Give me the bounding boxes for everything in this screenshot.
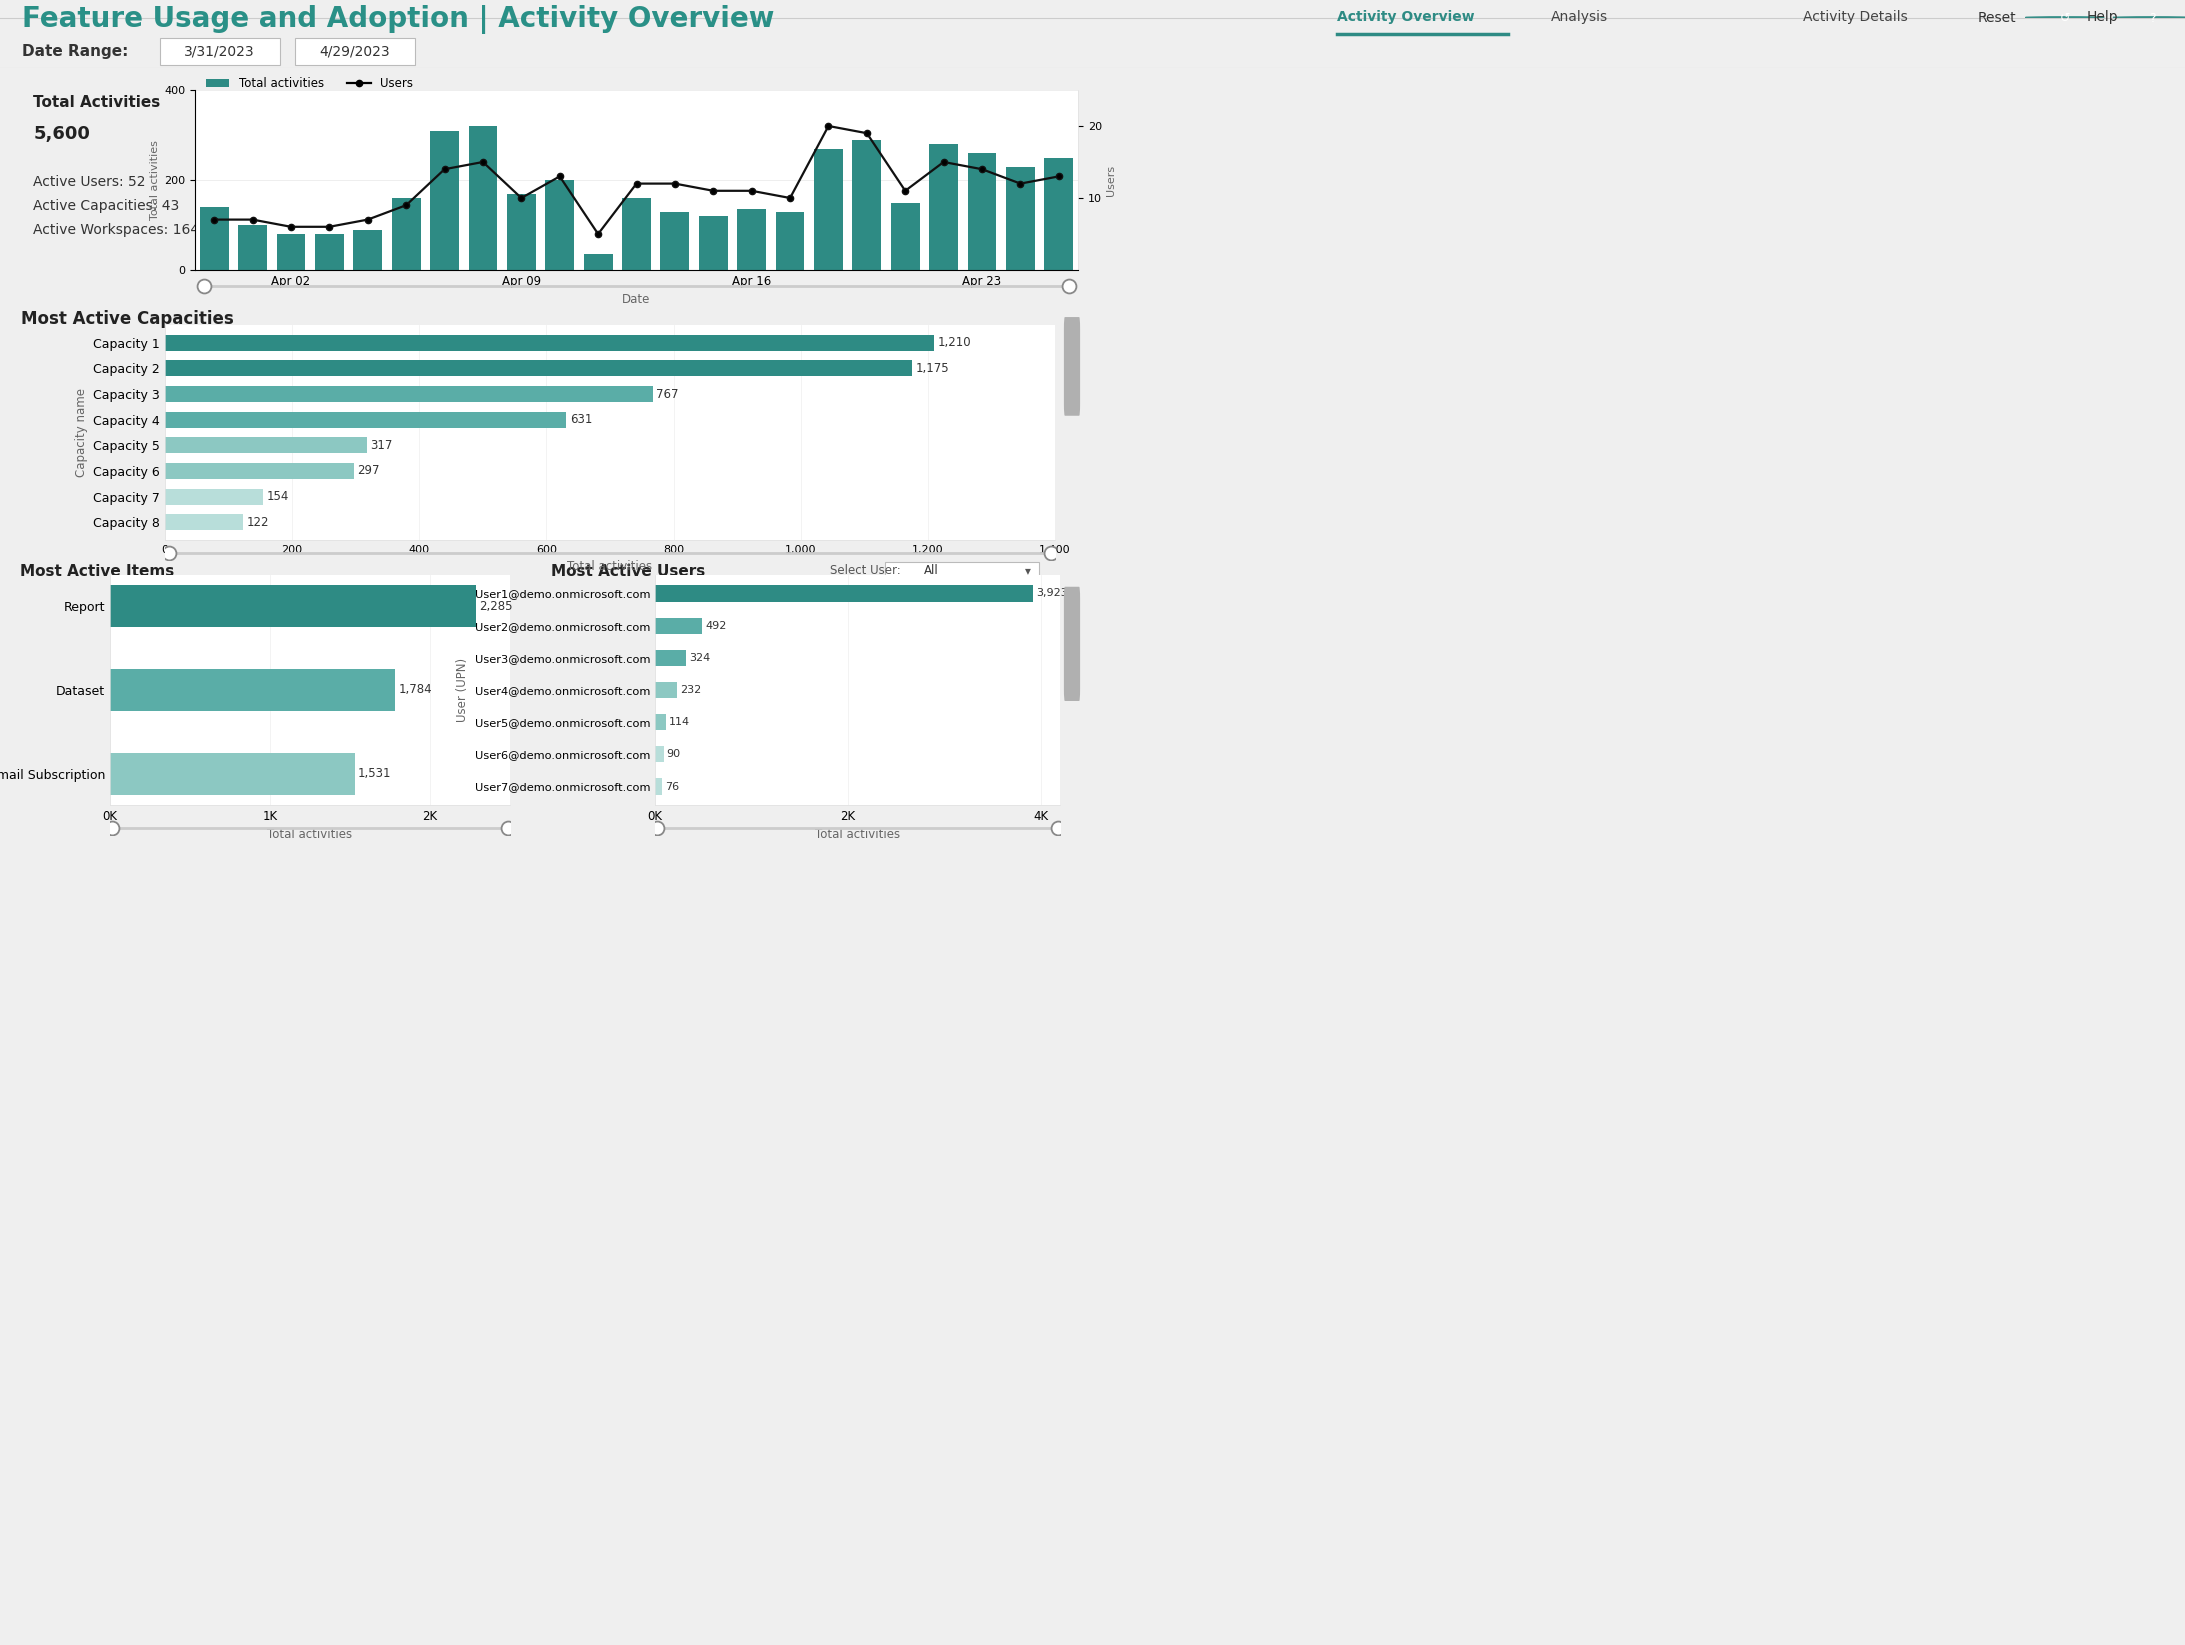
Text: Help: Help: [2087, 10, 2117, 25]
Text: Date Range:: Date Range:: [22, 44, 129, 59]
Bar: [166, 411, 566, 428]
Text: Feature Usage and Adoption | Activity Overview: Feature Usage and Adoption | Activity Ov…: [22, 5, 773, 35]
FancyBboxPatch shape: [160, 38, 280, 66]
Text: 5,600: 5,600: [33, 125, 90, 143]
Text: 317: 317: [369, 439, 393, 452]
Bar: [699, 215, 728, 270]
Text: 631: 631: [570, 413, 592, 426]
FancyBboxPatch shape: [885, 561, 1038, 581]
Bar: [656, 617, 701, 633]
Text: 324: 324: [688, 653, 710, 663]
Bar: [776, 212, 804, 270]
Bar: [660, 212, 688, 270]
Bar: [656, 683, 677, 697]
X-axis label: Total activities: Total activities: [267, 829, 352, 841]
Text: Most Active Users: Most Active Users: [551, 564, 706, 579]
Text: Active Workspaces: 164: Active Workspaces: 164: [33, 224, 199, 237]
Y-axis label: Total activities: Total activities: [151, 140, 160, 220]
Text: 90: 90: [666, 750, 682, 760]
Bar: [656, 747, 664, 762]
Text: Reset: Reset: [1977, 10, 2017, 25]
Bar: [656, 778, 662, 795]
FancyBboxPatch shape: [295, 38, 415, 66]
Bar: [238, 225, 267, 270]
Text: 297: 297: [358, 464, 380, 477]
Text: 492: 492: [706, 620, 728, 630]
Bar: [166, 336, 935, 350]
Text: 2,285: 2,285: [479, 600, 511, 614]
Bar: [507, 194, 535, 270]
Text: 232: 232: [680, 684, 701, 694]
Y-axis label: User (UPN): User (UPN): [457, 658, 470, 722]
Bar: [166, 489, 262, 505]
Text: Most Active Capacities: Most Active Capacities: [22, 309, 234, 327]
Bar: [166, 360, 911, 377]
Text: ▾: ▾: [1025, 564, 1031, 577]
Bar: [109, 586, 476, 627]
Bar: [736, 209, 767, 270]
Bar: [1044, 158, 1073, 270]
Text: 76: 76: [664, 781, 680, 791]
Text: Activity Overview: Activity Overview: [1337, 10, 1475, 25]
Text: ?: ?: [2148, 12, 2157, 25]
Legend: Total activities, Users: Total activities, Users: [201, 72, 417, 95]
Bar: [968, 153, 996, 270]
Text: 767: 767: [656, 388, 680, 400]
Text: 154: 154: [267, 490, 288, 503]
Bar: [852, 140, 881, 270]
Y-axis label: Users: Users: [1106, 164, 1117, 196]
Text: Most Active Items: Most Active Items: [20, 564, 175, 579]
Bar: [354, 230, 382, 270]
Text: 1,784: 1,784: [398, 684, 433, 696]
Bar: [166, 438, 367, 454]
Bar: [891, 202, 920, 270]
X-axis label: Date: Date: [623, 293, 651, 306]
X-axis label: Total activities: Total activities: [815, 829, 900, 841]
Bar: [656, 714, 666, 730]
Text: 3,923: 3,923: [1036, 589, 1068, 599]
Bar: [315, 234, 343, 270]
Text: Analysis: Analysis: [1551, 10, 1608, 25]
Bar: [166, 387, 653, 401]
Text: 114: 114: [669, 717, 690, 727]
Bar: [468, 127, 498, 270]
Bar: [656, 650, 686, 666]
Bar: [391, 197, 420, 270]
Text: ↺: ↺: [2060, 12, 2069, 25]
Bar: [815, 148, 843, 270]
Bar: [546, 179, 575, 270]
Bar: [583, 255, 612, 270]
Text: 1,531: 1,531: [358, 767, 391, 780]
Bar: [430, 130, 459, 270]
Text: Total Activities: Total Activities: [33, 95, 160, 110]
Y-axis label: Capacity name: Capacity name: [74, 388, 87, 477]
Bar: [1005, 166, 1036, 270]
Text: 122: 122: [247, 517, 269, 528]
Text: 4/29/2023: 4/29/2023: [319, 44, 391, 59]
Text: 1,210: 1,210: [937, 336, 972, 349]
FancyBboxPatch shape: [1064, 587, 1079, 701]
Text: All: All: [924, 564, 937, 577]
Bar: [623, 197, 651, 270]
Bar: [109, 753, 354, 795]
Text: Activity Details: Activity Details: [1803, 10, 1908, 25]
Bar: [199, 207, 229, 270]
Text: Active Users: 52: Active Users: 52: [33, 174, 146, 189]
Bar: [166, 462, 354, 479]
FancyBboxPatch shape: [1064, 317, 1079, 416]
Text: 3/31/2023: 3/31/2023: [184, 44, 256, 59]
Bar: [166, 515, 243, 530]
Bar: [277, 234, 306, 270]
Text: 1,175: 1,175: [916, 362, 950, 375]
Text: Select User:: Select User:: [830, 564, 900, 577]
Bar: [929, 145, 957, 270]
X-axis label: Total activities: Total activities: [568, 561, 653, 574]
Bar: [656, 586, 1034, 602]
Text: Active Capacities: 43: Active Capacities: 43: [33, 199, 179, 212]
Bar: [109, 670, 395, 711]
